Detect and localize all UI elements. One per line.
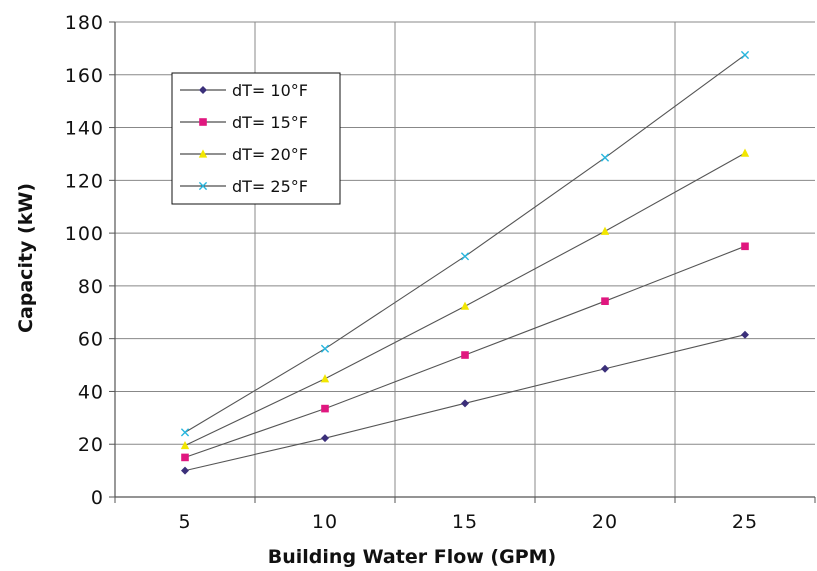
data-point — [601, 297, 609, 305]
data-point — [600, 226, 610, 235]
axes — [114, 22, 815, 498]
series-2 — [181, 242, 749, 462]
data-point — [741, 242, 749, 251]
x-marker-stroke — [198, 181, 208, 191]
x-tick-label: 10 — [312, 511, 338, 533]
data-point — [321, 404, 329, 413]
data-point — [320, 374, 330, 383]
legend-item: dT= 15°F — [180, 113, 308, 132]
y-axis-title: Capacity (kW) — [15, 183, 37, 333]
legend-marker — [199, 118, 207, 126]
legend-item: dT= 25°F — [180, 177, 308, 196]
data-point — [741, 330, 749, 339]
x-marker-stroke — [740, 50, 750, 60]
data-point — [601, 364, 609, 373]
data-point — [180, 440, 190, 450]
x-marker-stroke — [600, 153, 610, 162]
x-tick-label: 20 — [592, 511, 618, 533]
legend-item: dT= 10°F — [180, 81, 308, 100]
legend-label: dT= 10°F — [232, 81, 308, 100]
data-point — [320, 344, 330, 353]
data-point — [740, 50, 750, 60]
x-ticks: 5 10 15 20 25 — [114, 497, 816, 533]
x-marker-stroke — [180, 428, 190, 437]
data-point — [460, 252, 470, 261]
legend-label: dT= 15°F — [232, 113, 308, 132]
y-tick-label: 160 — [65, 65, 104, 87]
x-tick-label: 25 — [732, 511, 758, 533]
y-tick-label: 20 — [78, 434, 104, 456]
y-tick-label: 80 — [78, 276, 104, 298]
y-tick-label: 60 — [78, 329, 104, 351]
y-ticks: 0 20 40 60 80 100 120 140 160 180 — [65, 12, 115, 509]
y-tick-label: 100 — [65, 223, 104, 245]
series-3 — [180, 148, 750, 450]
x-marker-stroke — [320, 344, 330, 353]
series-4 — [180, 50, 750, 437]
y-tick-label: 140 — [65, 118, 104, 140]
legend: dT= 10°F dT= 15°F dT= 20°F dT= 25°F — [171, 72, 341, 205]
legend-item: dT= 20°F — [180, 145, 308, 164]
series — [180, 50, 750, 475]
data-point — [600, 153, 610, 162]
y-tick-label: 180 — [65, 12, 104, 34]
data-point — [460, 301, 470, 310]
y-tick-label: 120 — [65, 170, 104, 192]
data-point — [180, 428, 190, 437]
y-tick-label: 0 — [91, 487, 104, 509]
data-point — [321, 434, 329, 443]
series-1 — [181, 330, 749, 475]
y-tick-label: 40 — [78, 381, 104, 403]
x-marker-stroke — [460, 252, 470, 261]
legend-marker — [199, 86, 207, 94]
legend-marker — [198, 149, 208, 158]
x-axis-title: Building Water Flow (GPM) — [268, 546, 556, 568]
data-point — [181, 466, 189, 475]
legend-label: dT= 20°F — [232, 145, 308, 164]
data-point — [740, 148, 750, 157]
x-tick-label: 15 — [452, 511, 478, 533]
legend-marker — [198, 181, 208, 191]
data-point — [181, 453, 189, 462]
x-tick-label: 5 — [178, 511, 191, 533]
legend-label: dT= 25°F — [232, 177, 308, 196]
data-point — [461, 399, 469, 408]
data-point — [461, 351, 469, 359]
